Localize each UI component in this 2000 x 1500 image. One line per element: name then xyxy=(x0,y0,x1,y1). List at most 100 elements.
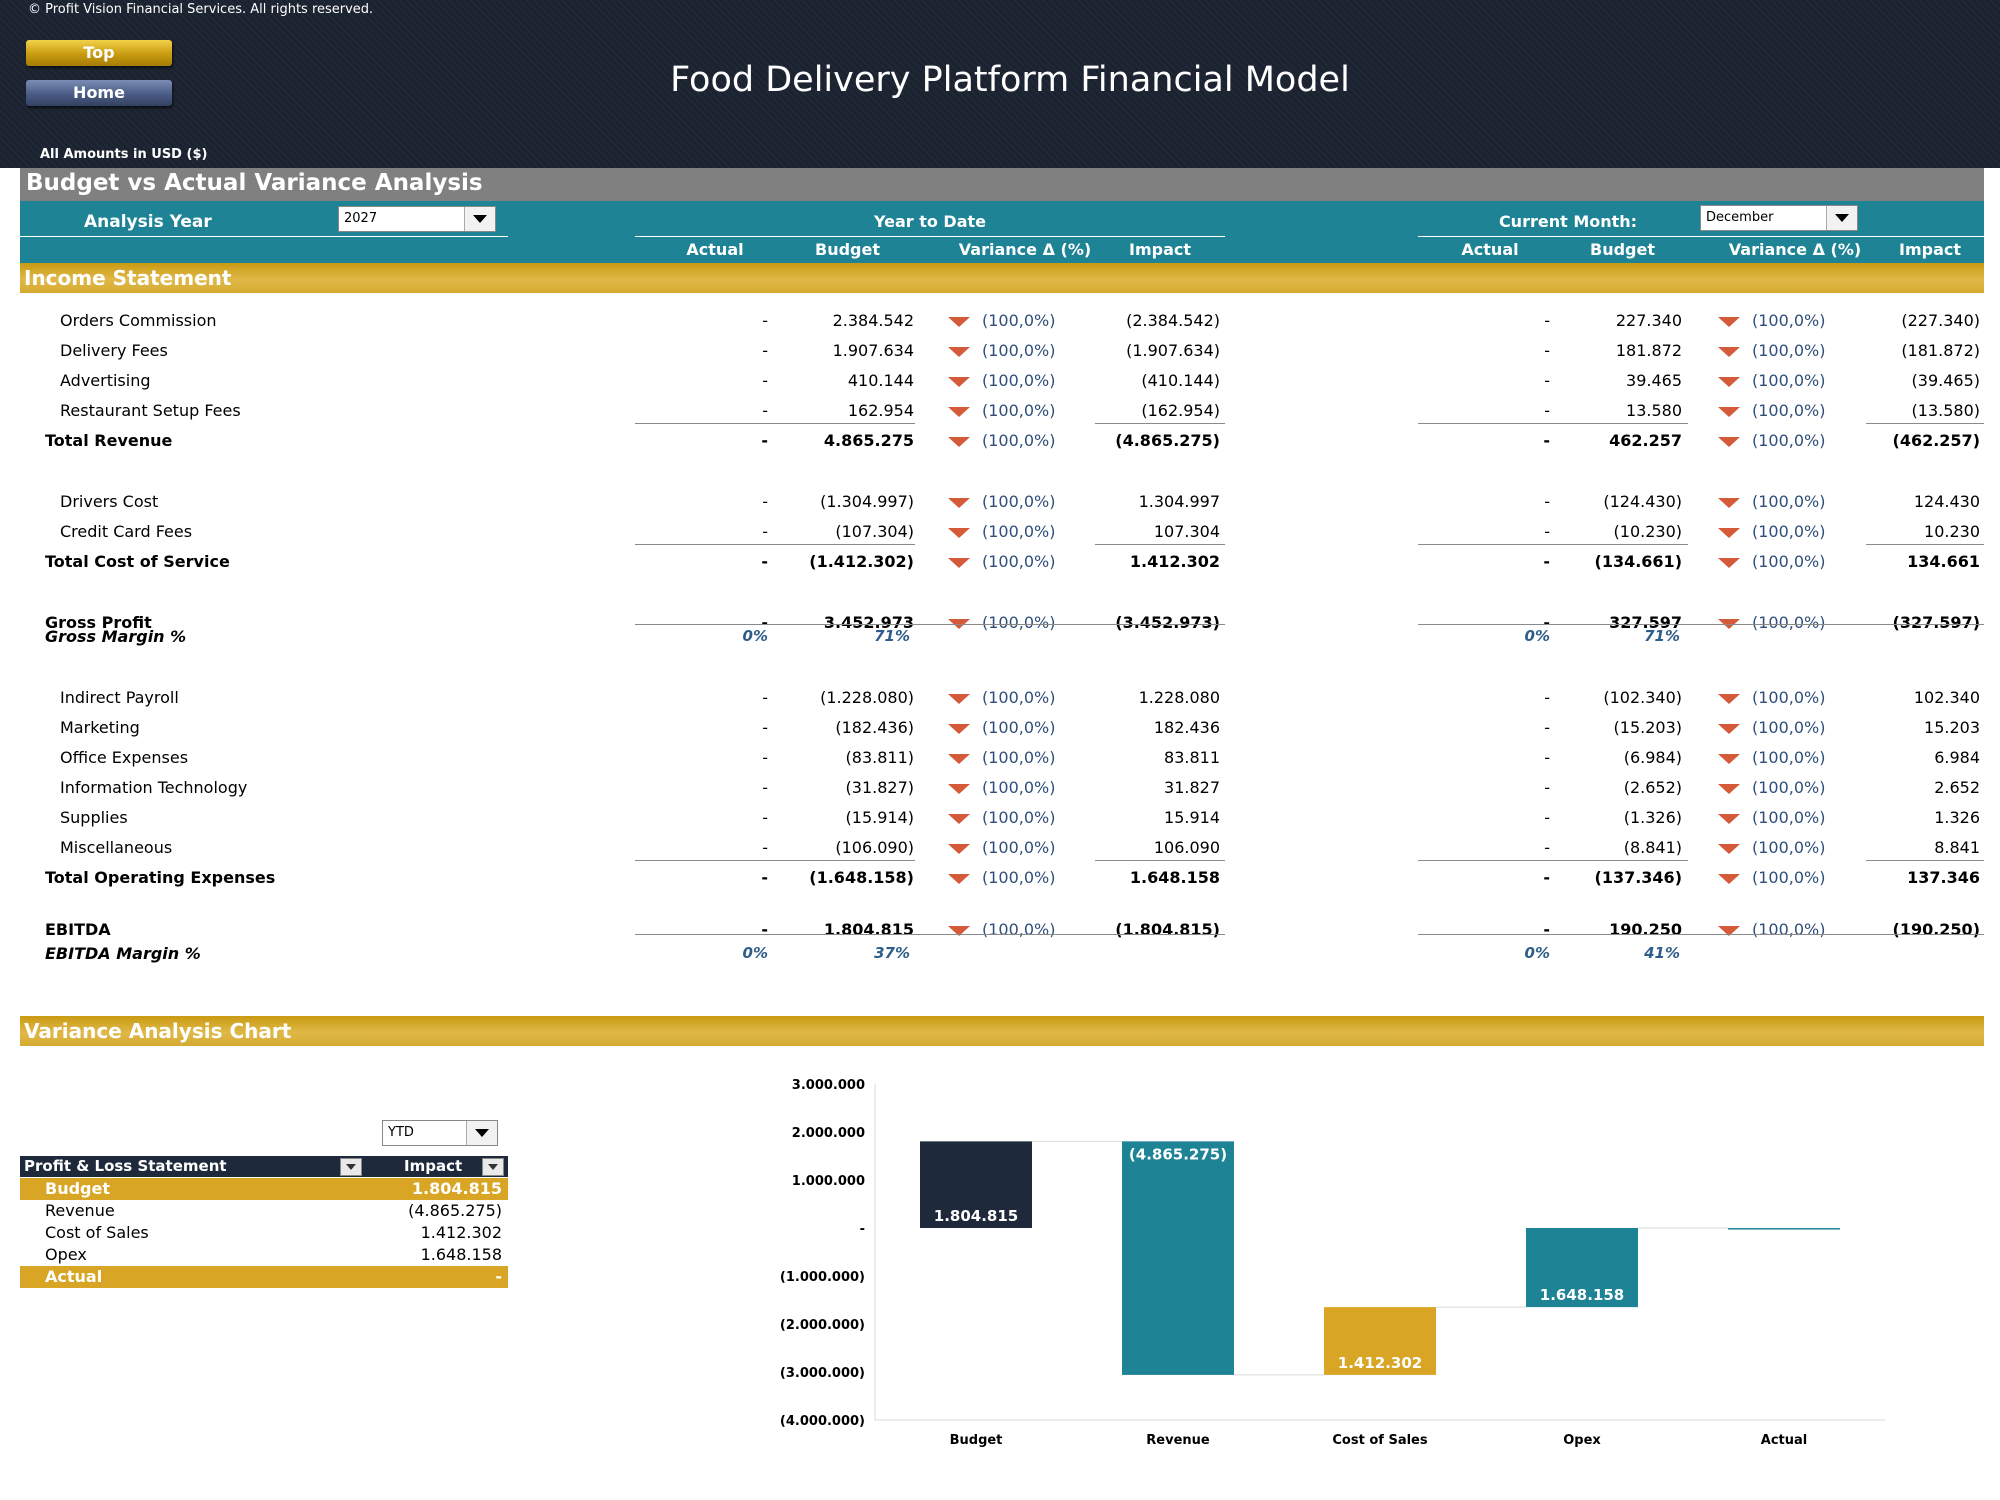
cm-variance-cell: (100,0%) xyxy=(1752,522,1826,541)
cm-impact-cell: (462.257) xyxy=(1892,431,1981,450)
ytd-actual-cell: - xyxy=(761,920,768,939)
ytd-variance-cell: (100,0%) xyxy=(982,492,1056,511)
filter-dropdown-icon[interactable] xyxy=(482,1158,504,1176)
down-arrow-icon xyxy=(1718,407,1740,417)
ytd-budget-cell: 3.452.973 xyxy=(823,613,914,632)
ytd-budget-cell: (1.648.158) xyxy=(809,868,914,887)
down-arrow-icon xyxy=(948,814,970,824)
row-label: Delivery Fees xyxy=(60,341,168,360)
ytd-actual-cell: - xyxy=(762,778,768,797)
cm-variance-cell: (100,0%) xyxy=(1752,688,1826,707)
row-label: Drivers Cost xyxy=(60,492,159,511)
current-month-select[interactable]: December xyxy=(1700,205,1858,231)
down-arrow-icon xyxy=(1718,814,1740,824)
cm-actual-cell: - xyxy=(1543,613,1550,632)
analysis-year-value: 2027 xyxy=(344,211,378,226)
separator-line xyxy=(635,544,915,545)
cm-variance-cell: (100,0%) xyxy=(1752,311,1826,330)
bar-data-label: (4.865.275) xyxy=(1129,1145,1227,1163)
ytd-impact-cell: (1.804.815) xyxy=(1115,920,1220,939)
variance-chart-band xyxy=(20,1016,1984,1046)
x-tick-label: Budget xyxy=(950,1433,1003,1448)
row-label: Indirect Payroll xyxy=(60,688,179,707)
bar-data-label: 1.412.302 xyxy=(1338,1354,1422,1372)
pl-table-row: Cost of Sales 1.412.302 xyxy=(20,1222,508,1244)
ytd-impact-cell: 1.304.997 xyxy=(1138,492,1220,511)
cm-budget-cell: (2.652) xyxy=(1623,778,1682,797)
down-arrow-icon xyxy=(948,694,970,704)
ytd-impact-cell: 31.827 xyxy=(1164,778,1220,797)
y-tick-label: (2.000.000) xyxy=(780,1318,865,1333)
separator-line xyxy=(635,423,915,424)
chevron-down-icon[interactable] xyxy=(466,1121,497,1145)
row-label: Advertising xyxy=(60,371,151,390)
cm-budget-margin: 41% xyxy=(1644,944,1680,962)
amounts-label: All Amounts in USD ($) xyxy=(40,147,208,162)
ytd-budget-cell: (1.228.080) xyxy=(820,688,914,707)
top-button[interactable]: Top xyxy=(26,40,172,66)
ytd-underline xyxy=(635,236,1225,237)
down-arrow-icon xyxy=(1718,317,1740,327)
analysis-year-select[interactable]: 2027 xyxy=(338,206,496,232)
down-arrow-icon xyxy=(1718,844,1740,854)
margin-label: Gross Margin % xyxy=(45,627,187,646)
row-label: Office Expenses xyxy=(60,748,189,767)
y-tick-label: (3.000.000) xyxy=(780,1366,865,1381)
cm-variance-cell: (100,0%) xyxy=(1752,341,1826,360)
ytd-variance-cell: (100,0%) xyxy=(982,778,1056,797)
cm-actual-cell: - xyxy=(1544,718,1550,737)
row-label: Restaurant Setup Fees xyxy=(60,401,241,420)
cm-variance-cell: (100,0%) xyxy=(1752,371,1826,390)
cm-variance-cell: (100,0%) xyxy=(1752,748,1826,767)
cm-budget-cell: (10.230) xyxy=(1613,522,1682,541)
variance-waterfall-chart: 3.000.000 2.000.000 1.000.000 - (1.000.000) (… xyxy=(780,1078,1885,1448)
ytd-actual-margin: 0% xyxy=(742,627,768,645)
cm-actual-cell: - xyxy=(1543,920,1550,939)
ytd-budget-cell: (1.412.302) xyxy=(809,552,914,571)
y-tick-label: (1.000.000) xyxy=(780,1270,865,1285)
ytd-actual-cell: - xyxy=(762,341,768,360)
ytd-variance-cell: (100,0%) xyxy=(982,838,1056,857)
cm-budget-cell: (134.661) xyxy=(1594,552,1683,571)
col-cm-actual: Actual xyxy=(1461,240,1519,259)
cm-actual-cell: - xyxy=(1544,522,1550,541)
ytd-impact-cell: (4.865.275) xyxy=(1115,431,1220,450)
x-tick-label: Actual xyxy=(1761,1433,1807,1448)
down-arrow-icon xyxy=(1718,498,1740,508)
down-arrow-icon xyxy=(1718,694,1740,704)
home-button[interactable]: Home xyxy=(26,80,172,106)
cm-budget-cell: (137.346) xyxy=(1594,868,1683,887)
chevron-down-icon[interactable] xyxy=(1826,206,1857,230)
pl-row-value: (4.865.275) xyxy=(408,1201,502,1220)
ytd-impact-cell: (3.452.973) xyxy=(1115,613,1220,632)
section-header xyxy=(20,168,1984,201)
ytd-actual-cell: - xyxy=(761,868,768,887)
y-tick-label: (4.000.000) xyxy=(780,1414,865,1429)
cm-actual-cell: - xyxy=(1544,401,1550,420)
separator-line xyxy=(1866,860,1984,861)
cm-impact-cell: (227.340) xyxy=(1901,311,1980,330)
cm-impact-cell: (190.250) xyxy=(1892,920,1981,939)
cm-variance-cell: (100,0%) xyxy=(1752,492,1826,511)
down-arrow-icon xyxy=(948,528,970,538)
cm-impact-cell: 137.346 xyxy=(1907,868,1980,887)
ytd-impact-cell: 106.090 xyxy=(1153,838,1220,857)
ytd-variance-cell: (100,0%) xyxy=(982,718,1056,737)
filter-dropdown-icon[interactable] xyxy=(340,1158,362,1176)
down-arrow-icon xyxy=(1718,874,1740,884)
margin-label: EBITDA Margin % xyxy=(45,944,201,963)
pl-row-label: Budget xyxy=(45,1179,110,1198)
cm-impact-cell: 10.230 xyxy=(1924,522,1980,541)
ytd-budget-cell: (107.304) xyxy=(835,522,914,541)
waterfall-bar xyxy=(1122,1141,1234,1375)
row-label: Marketing xyxy=(60,718,140,737)
down-arrow-icon xyxy=(1718,926,1740,936)
chart-period-select[interactable]: YTD xyxy=(382,1120,498,1146)
chevron-down-icon[interactable] xyxy=(464,207,495,231)
ytd-budget-margin: 37% xyxy=(874,944,910,962)
pl-table-header: Profit & Loss Statement Impact xyxy=(20,1156,508,1177)
x-tick-label: Cost of Sales xyxy=(1332,1433,1427,1448)
pl-header-label: Profit & Loss Statement xyxy=(24,1157,227,1175)
ytd-impact-cell: 83.811 xyxy=(1164,748,1220,767)
variance-chart-title: Variance Analysis Chart xyxy=(24,1019,292,1043)
